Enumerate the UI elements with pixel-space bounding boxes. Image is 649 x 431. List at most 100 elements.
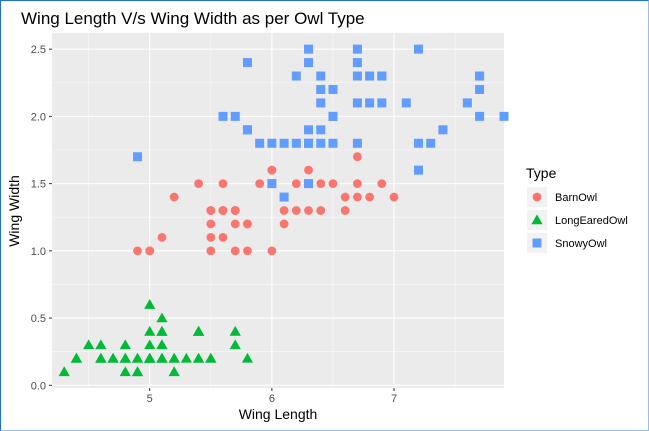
point-snowyowl	[316, 71, 326, 81]
point-snowyowl	[316, 138, 326, 148]
point-barnowl	[328, 179, 338, 189]
point-snowyowl	[365, 98, 375, 108]
point-snowyowl	[352, 98, 362, 108]
point-barnowl	[230, 206, 240, 215]
point-snowyowl	[316, 98, 326, 108]
point-snowyowl	[377, 98, 387, 108]
point-snowyowl	[413, 138, 423, 148]
legend-key-snowyowl	[532, 238, 542, 248]
point-longearedowl	[192, 325, 205, 336]
point-longearedowl	[107, 352, 119, 363]
point-snowyowl	[475, 84, 485, 94]
point-barnowl	[218, 179, 228, 189]
point-snowyowl	[316, 125, 326, 135]
y-tick-label: 2.0	[31, 111, 46, 123]
point-snowyowl	[377, 71, 387, 81]
point-longearedowl	[144, 352, 156, 363]
point-snowyowl	[304, 179, 314, 189]
point-snowyowl	[267, 179, 277, 189]
point-barnowl	[218, 206, 228, 215]
point-longearedowl	[229, 325, 241, 336]
point-snowyowl	[242, 58, 252, 68]
point-snowyowl	[316, 84, 326, 94]
point-longearedowl	[156, 339, 168, 350]
point-barnowl	[389, 192, 399, 202]
point-snowyowl	[133, 152, 143, 162]
legend-label-snowyowl: SnowyOwl	[555, 238, 607, 250]
point-longearedowl	[229, 339, 241, 350]
point-snowyowl	[438, 125, 448, 135]
point-snowyowl	[462, 98, 472, 108]
point-snowyowl	[218, 111, 228, 121]
point-longearedowl	[95, 352, 107, 363]
plot-panel	[52, 33, 504, 388]
point-barnowl	[304, 165, 313, 175]
legend: Type BarnOwl LongEaredOwl SnowyOwl	[526, 165, 628, 253]
data-points	[58, 44, 509, 377]
y-tick-label: 0.0	[31, 380, 46, 392]
point-snowyowl	[401, 98, 411, 108]
point-barnowl	[316, 179, 326, 189]
legend-title: Type	[526, 165, 557, 181]
point-barnowl	[230, 219, 240, 229]
legend-label-longearedowl: LongEaredOwl	[555, 215, 628, 227]
point-barnowl	[206, 206, 216, 215]
point-snowyowl	[255, 138, 265, 148]
point-barnowl	[316, 206, 326, 215]
point-longearedowl	[131, 352, 144, 363]
point-barnowl	[340, 192, 350, 202]
point-barnowl	[279, 206, 289, 215]
point-snowyowl	[328, 138, 338, 148]
point-snowyowl	[279, 138, 289, 148]
point-snowyowl	[413, 165, 423, 175]
point-barnowl	[243, 219, 252, 229]
chart-title: Wing Length V/s Wing Width as per Owl Ty…	[21, 9, 365, 28]
point-barnowl	[267, 246, 277, 256]
point-longearedowl	[156, 312, 168, 323]
point-snowyowl	[328, 111, 338, 121]
point-longearedowl	[119, 339, 131, 350]
x-tick-label: 6	[269, 393, 275, 405]
point-snowyowl	[291, 138, 301, 148]
point-longearedowl	[119, 366, 131, 377]
point-longearedowl	[119, 352, 131, 363]
point-snowyowl	[230, 111, 240, 121]
point-snowyowl	[499, 111, 509, 121]
point-snowyowl	[352, 138, 362, 148]
point-longearedowl	[241, 352, 254, 363]
point-barnowl	[353, 152, 362, 162]
point-barnowl	[340, 206, 350, 215]
point-longearedowl	[205, 352, 217, 363]
point-snowyowl	[304, 44, 314, 54]
y-tick-label: 0.5	[31, 313, 46, 325]
y-tick-label: 1.5	[31, 179, 46, 191]
point-snowyowl	[267, 138, 277, 148]
point-snowyowl	[304, 125, 314, 135]
point-barnowl	[194, 179, 203, 189]
point-snowyowl	[426, 138, 436, 148]
point-snowyowl	[279, 192, 289, 202]
point-barnowl	[255, 179, 265, 189]
point-snowyowl	[328, 84, 338, 94]
point-barnowl	[377, 179, 387, 189]
point-longearedowl	[180, 352, 192, 363]
point-longearedowl	[192, 352, 205, 363]
y-axis-title: Wing Width	[6, 175, 22, 247]
point-barnowl	[353, 192, 362, 202]
point-barnowl	[291, 206, 301, 215]
point-snowyowl	[475, 71, 485, 81]
point-barnowl	[279, 219, 289, 229]
point-barnowl	[206, 219, 216, 229]
point-snowyowl	[291, 71, 301, 81]
point-barnowl	[291, 179, 301, 189]
point-barnowl	[353, 179, 362, 189]
y-tick-label: 2.5	[31, 44, 46, 56]
point-longearedowl	[131, 366, 144, 377]
axes: 5 6 7 0.0 0.5 1.0 1.5 2.0 2.5	[31, 44, 397, 405]
point-snowyowl	[352, 71, 362, 81]
point-longearedowl	[58, 366, 70, 377]
point-barnowl	[133, 246, 142, 256]
legend-label-barnowl: BarnOwl	[555, 192, 597, 204]
point-barnowl	[157, 232, 167, 242]
